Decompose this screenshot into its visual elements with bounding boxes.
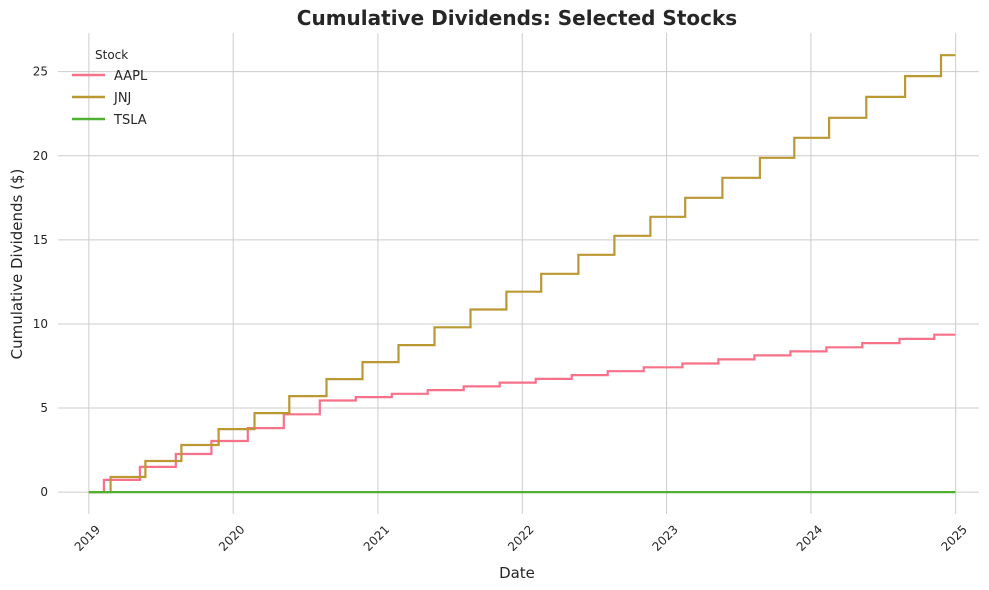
x-axis-label: Date (499, 564, 535, 582)
y-tick-label: 15 (33, 233, 48, 247)
legend-label-tsla: TSLA (113, 113, 147, 128)
y-tick-label: 5 (40, 401, 48, 415)
y-tick-label: 0 (40, 485, 48, 499)
series-layer (88, 54, 956, 494)
x-tick-label: 2025 (939, 522, 970, 553)
y-tick-label: 20 (33, 149, 48, 163)
y-tick-label: 25 (33, 65, 48, 79)
x-tick-label: 2024 (794, 522, 825, 553)
x-tick-label: 2021 (361, 522, 392, 553)
legend-label-aapl: AAPL (114, 69, 148, 84)
legend-label-jnj: JNJ (113, 91, 131, 106)
grid-layer (58, 33, 979, 514)
series-line-jnj (88, 54, 956, 494)
x-tick-label: 2020 (216, 522, 247, 553)
y-tick-label: 10 (33, 317, 48, 331)
x-tick-label: 2019 (72, 522, 103, 553)
x-tick-label: 2023 (649, 522, 680, 553)
series-line-aapl (88, 333, 956, 494)
y-axis-label: Cumulative Dividends ($) (8, 169, 26, 360)
legend: Stock AAPL JNJ TSLA (72, 48, 148, 128)
legend-title: Stock (95, 48, 128, 62)
x-tick-label: 2022 (505, 522, 536, 553)
chart-title: Cumulative Dividends: Selected Stocks (297, 6, 737, 30)
